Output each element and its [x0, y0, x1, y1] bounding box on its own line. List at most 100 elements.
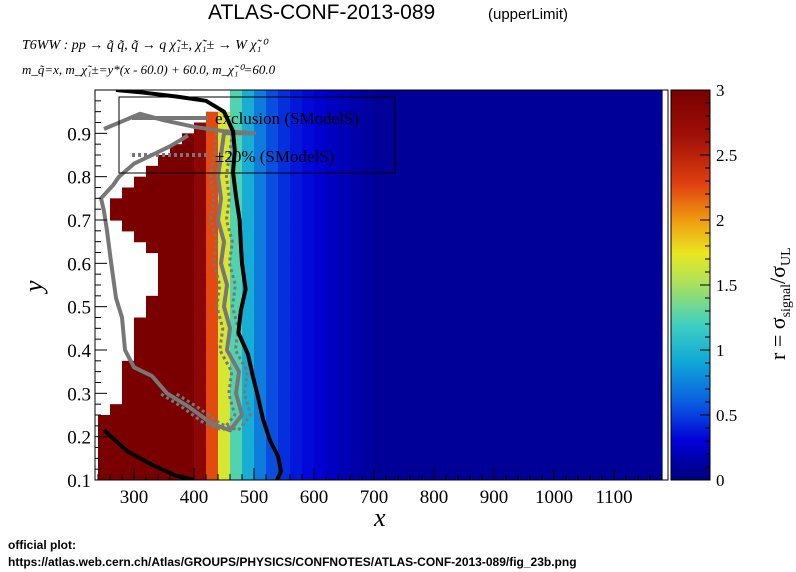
heatmap-cell	[374, 274, 387, 286]
heatmap-cell	[542, 198, 555, 210]
heatmap-cell	[446, 371, 459, 384]
heatmap-cell	[626, 447, 639, 459]
heatmap-cell	[290, 458, 303, 470]
heatmap-cell	[158, 274, 171, 286]
heatmap-cell	[494, 404, 507, 416]
heatmap-cell	[218, 436, 231, 449]
heatmap-cell	[530, 90, 543, 102]
heatmap-cell	[158, 252, 171, 264]
heatmap-cell	[170, 371, 183, 384]
heatmap-cell	[158, 393, 171, 405]
heatmap-cell	[614, 133, 627, 145]
heatmap-cell	[194, 328, 207, 340]
heatmap-cell	[134, 458, 147, 470]
heatmap-cell	[122, 198, 135, 210]
heatmap-cell	[170, 252, 183, 264]
heatmap-cell	[626, 100, 639, 113]
heatmap-cell	[470, 187, 483, 199]
heatmap-cell	[302, 100, 315, 113]
heatmap-cell	[626, 209, 639, 221]
heatmap-cell	[602, 360, 615, 373]
heatmap-cell	[530, 360, 543, 373]
heatmap-cell	[638, 241, 651, 254]
heatmap-cell	[578, 458, 591, 470]
heatmap-cell	[290, 198, 303, 210]
legend-label-uncertainty: ±20% (SModelS)	[215, 147, 334, 166]
heatmap-cell	[266, 100, 279, 113]
heatmap-cell	[482, 155, 495, 167]
heatmap-cell	[614, 187, 627, 199]
heatmap-cell	[158, 328, 171, 340]
heatmap-cell	[578, 230, 591, 243]
heatmap-cell	[554, 328, 567, 340]
heatmap-cell	[254, 339, 267, 351]
heatmap-cell	[218, 165, 231, 178]
heatmap-cell	[446, 176, 459, 189]
heatmap-cell	[326, 187, 339, 199]
heatmap-cell	[494, 350, 507, 362]
heatmap-cell	[254, 328, 267, 340]
heatmap-cell	[542, 176, 555, 189]
heatmap-cell	[278, 371, 291, 384]
heatmap-cell	[146, 328, 159, 340]
heatmap-cell	[482, 230, 495, 243]
heatmap-cell	[614, 306, 627, 319]
heatmap-cell	[194, 317, 207, 329]
heatmap-cell	[290, 263, 303, 275]
heatmap-cell	[638, 447, 651, 459]
heatmap-cell	[446, 328, 459, 340]
heatmap-cell	[470, 328, 483, 340]
heatmap-cell	[374, 415, 387, 427]
heatmap-cell	[446, 469, 459, 480]
heatmap-cell	[626, 393, 639, 405]
heatmap-cell	[242, 447, 255, 459]
heatmap-cell	[182, 328, 195, 340]
heatmap-cell	[314, 198, 327, 210]
heatmap-cell	[650, 404, 663, 416]
heatmap-cell	[158, 447, 171, 459]
heatmap-cell	[266, 360, 279, 373]
heatmap-cell	[146, 360, 159, 373]
footer-link[interactable]: https://atlas.web.cern.ch/Atlas/GROUPS/P…	[8, 555, 577, 569]
heatmap-cell	[290, 90, 303, 102]
heatmap-cell	[362, 371, 375, 384]
heatmap-cell	[626, 350, 639, 362]
heatmap-cell	[482, 458, 495, 470]
heatmap-cell	[350, 425, 363, 438]
heatmap-cell	[398, 317, 411, 329]
heatmap-cell	[542, 339, 555, 351]
heatmap-cell	[182, 230, 195, 243]
heatmap-cell	[482, 339, 495, 351]
heatmap-cell	[350, 165, 363, 178]
heatmap-cell	[314, 252, 327, 264]
heatmap-cell	[518, 425, 531, 438]
heatmap-cell	[470, 198, 483, 210]
heatmap-cell	[302, 360, 315, 373]
heatmap-cell	[590, 469, 603, 480]
z-tick-label: 1	[716, 341, 725, 360]
heatmap-cell	[134, 415, 147, 427]
heatmap-cell	[458, 382, 471, 394]
x-tick-label: 900	[480, 487, 509, 508]
heatmap-cell	[530, 328, 543, 340]
heatmap-cell	[326, 295, 339, 308]
heatmap-cell	[614, 176, 627, 189]
heatmap-cell	[326, 90, 339, 102]
heatmap-cell	[518, 350, 531, 362]
heatmap-cell	[422, 393, 435, 405]
heatmap-cell	[518, 285, 531, 297]
heatmap-cell	[614, 241, 627, 254]
heatmap-cell	[146, 425, 159, 438]
heatmap-cell	[602, 306, 615, 319]
heatmap-cell	[434, 122, 447, 134]
heatmap-cell	[410, 328, 423, 340]
heatmap-cell	[542, 306, 555, 319]
chart-title-suffix: (upperLimit)	[488, 6, 568, 23]
heatmap-cell	[110, 447, 123, 459]
heatmap-cell	[530, 187, 543, 199]
heatmap-cell	[206, 241, 219, 254]
heatmap-cell	[362, 469, 375, 480]
heatmap-cell	[554, 133, 567, 145]
heatmap-cell	[182, 155, 195, 167]
heatmap-cell	[470, 371, 483, 384]
